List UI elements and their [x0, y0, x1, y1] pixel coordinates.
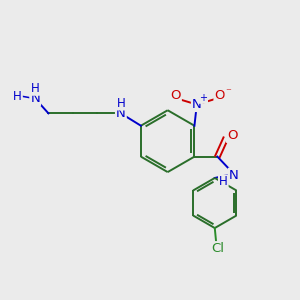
Text: O: O [214, 89, 225, 102]
Text: O: O [227, 129, 237, 142]
Text: ⁻: ⁻ [226, 88, 232, 98]
Text: H: H [219, 176, 228, 188]
Text: N: N [192, 98, 202, 111]
Text: N: N [30, 92, 40, 105]
Text: +: + [199, 93, 207, 103]
Text: Cl: Cl [211, 242, 224, 255]
Text: N: N [229, 169, 238, 182]
Text: N: N [116, 107, 126, 120]
Text: H: H [13, 90, 22, 103]
Text: O: O [170, 89, 181, 102]
Text: H: H [117, 97, 126, 110]
Text: H: H [31, 82, 40, 95]
